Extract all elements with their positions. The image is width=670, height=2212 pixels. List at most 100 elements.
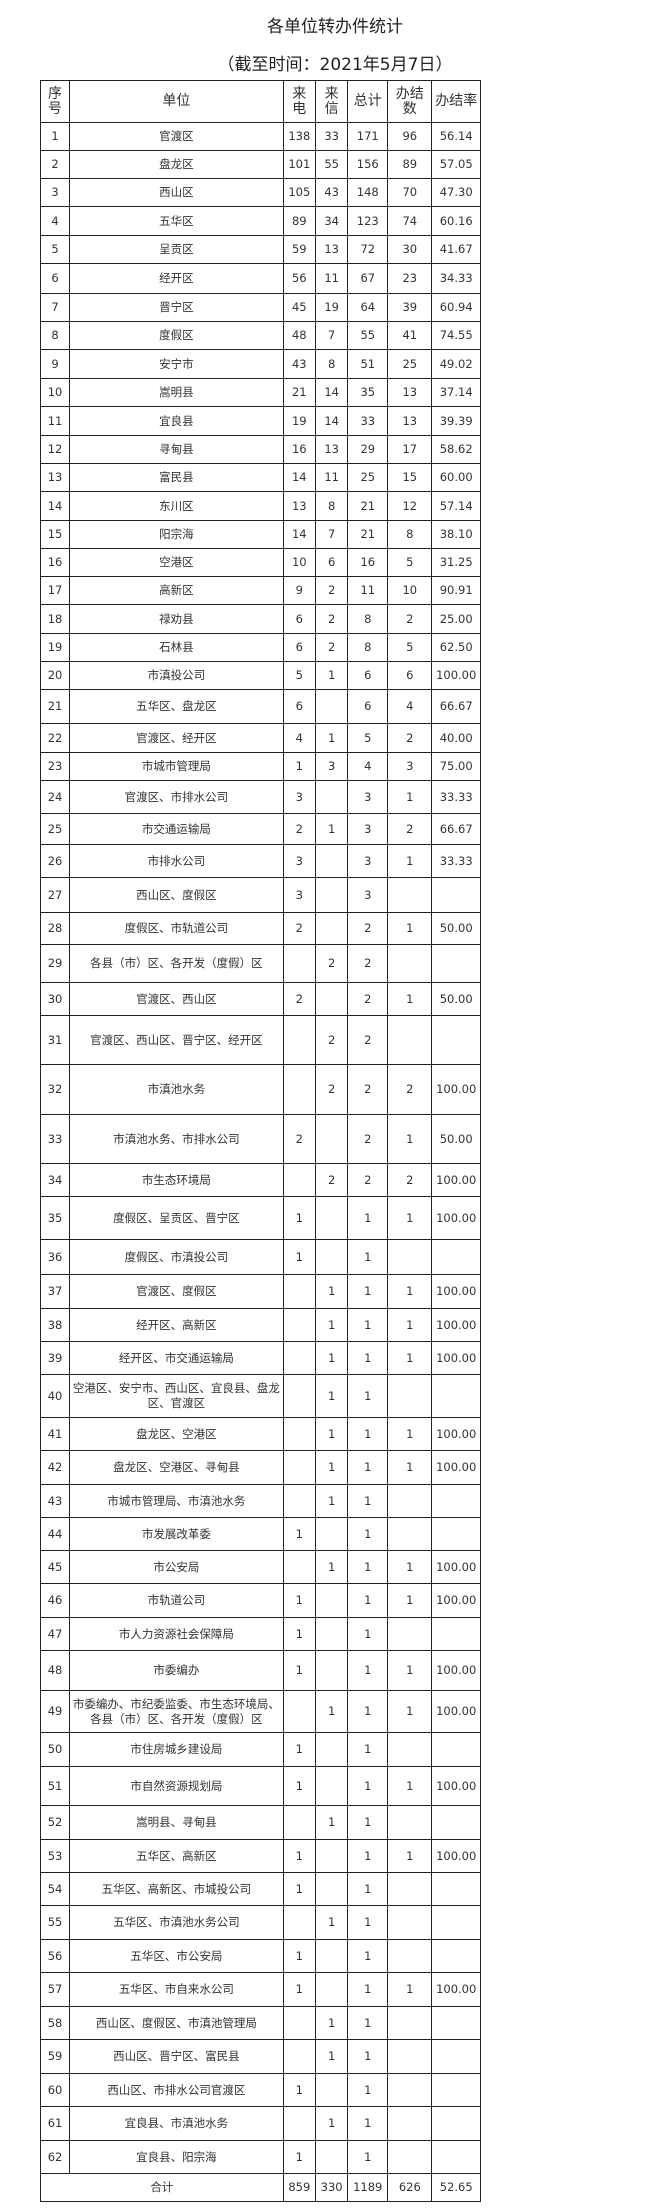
cell-calls xyxy=(282,2006,316,2040)
cell-index: 16 xyxy=(39,548,71,577)
cell-letters: 3 xyxy=(314,752,349,781)
cell-unit: 市轨道公司 xyxy=(69,1583,284,1618)
header-calls: 来电 xyxy=(282,80,316,123)
cell-completed: 1 xyxy=(387,1650,433,1691)
cell-completed xyxy=(387,1732,433,1767)
cell-completed: 17 xyxy=(387,435,433,464)
cell-index: 48 xyxy=(39,1650,71,1691)
cell-total: 25 xyxy=(347,463,389,492)
cell-index: 6 xyxy=(39,263,71,294)
cell-completed: 1 xyxy=(387,1196,433,1240)
table-row: 53 五华区、高新区 1 1 1 100.00 xyxy=(39,1839,481,1873)
cell-total: 33 xyxy=(347,406,389,436)
cell-total: 3 xyxy=(347,877,389,913)
cell-unit: 市委编办 xyxy=(69,1650,284,1691)
cell-completed: 8 xyxy=(387,520,433,549)
table-row: 52 嵩明县、寻甸县 1 1 xyxy=(39,1805,481,1840)
cell-completion-rate: 66.67 xyxy=(431,813,481,845)
cell-calls: 16 xyxy=(282,435,316,464)
cell-calls: 1 xyxy=(282,1872,316,1906)
cell-total: 148 xyxy=(347,178,389,207)
cell-total: 1 xyxy=(347,1196,389,1240)
cell-unit: 五华区、高新区 xyxy=(69,1839,284,1873)
cell-calls: 101 xyxy=(282,150,316,179)
table-row: 58 西山区、度假区、市滇池管理局 1 1 xyxy=(39,2006,481,2040)
cell-letters xyxy=(314,877,349,913)
cell-letters: 1 xyxy=(314,1690,349,1733)
cell-completed: 74 xyxy=(387,206,433,236)
cell-calls: 1 xyxy=(282,1517,316,1551)
cell-letters: 34 xyxy=(314,206,349,236)
cell-total: 1 xyxy=(347,1374,389,1418)
cell-completed xyxy=(387,2006,433,2040)
cell-index: 34 xyxy=(39,1163,71,1197)
cell-unit: 市人力资源社会保障局 xyxy=(69,1617,284,1651)
cell-index: 29 xyxy=(39,944,71,983)
cell-index: 2 xyxy=(39,150,71,179)
cell-unit: 市交通运输局 xyxy=(69,813,284,845)
table-row: 10 嵩明县 21 14 35 13 37.14 xyxy=(39,378,481,407)
table-row: 2 盘龙区 101 55 156 89 57.05 xyxy=(39,150,481,179)
cell-letters xyxy=(314,1239,349,1275)
cell-index: 32 xyxy=(39,1064,71,1115)
cell-unit: 五华区、市滇池水务公司 xyxy=(69,1905,284,1940)
cell-index: 52 xyxy=(39,1805,71,1840)
cell-letters xyxy=(314,1517,349,1551)
cell-completion-rate xyxy=(431,2039,481,2074)
cell-total: 1 xyxy=(347,1732,389,1767)
cell-unit: 晋宁区 xyxy=(69,293,284,322)
cell-calls xyxy=(282,1274,316,1309)
cell-calls: 89 xyxy=(282,206,316,236)
table-row: 7 晋宁区 45 19 64 39 60.94 xyxy=(39,293,481,322)
cell-total: 4 xyxy=(347,752,389,781)
cell-letters: 1 xyxy=(314,1550,349,1584)
cell-completion-rate: 100.00 xyxy=(431,1550,481,1584)
cell-unit: 经开区、高新区 xyxy=(69,1308,284,1342)
cell-unit: 市委编办、市纪委监委、市生态环境局、各县（市）区、各开发（度假）区 xyxy=(69,1690,284,1733)
cell-total: 3 xyxy=(347,844,389,878)
table-row: 46 市轨道公司 1 1 1 100.00 xyxy=(39,1583,481,1618)
cell-unit: 嵩明县、寻甸县 xyxy=(69,1805,284,1840)
table-row: 11 宜良县 19 14 33 13 39.39 xyxy=(39,406,481,436)
cell-total: 16 xyxy=(347,548,389,577)
cell-completed: 25 xyxy=(387,349,433,379)
cell-completion-rate xyxy=(431,1872,481,1906)
cell-completion-rate: 66.67 xyxy=(431,689,481,724)
cell-total: 1 xyxy=(347,2073,389,2107)
cell-index: 25 xyxy=(39,813,71,845)
cell-unit: 市排水公司 xyxy=(69,844,284,878)
cell-calls: 138 xyxy=(282,122,316,151)
cell-unit: 五华区、高新区、市城投公司 xyxy=(69,1872,284,1906)
cell-calls: 56 xyxy=(282,263,316,294)
cell-letters: 1 xyxy=(314,2006,349,2040)
cell-unit: 经开区、市交通运输局 xyxy=(69,1341,284,1375)
cell-total: 8 xyxy=(347,633,389,662)
cell-letters: 2 xyxy=(314,604,349,634)
cell-letters: 1 xyxy=(314,2106,349,2141)
cell-total: 123 xyxy=(347,206,389,236)
cell-letters xyxy=(314,844,349,878)
cell-unit: 五华区、市公安局 xyxy=(69,1939,284,1973)
cell-completed: 1 xyxy=(387,1114,433,1164)
cell-calls: 48 xyxy=(282,321,316,350)
table-row: 12 寻甸县 16 13 29 17 58.62 xyxy=(39,435,481,464)
cell-unit: 市城市管理局、市滇池水务 xyxy=(69,1484,284,1518)
cell-letters xyxy=(314,1732,349,1767)
cell-letters: 33 xyxy=(314,122,349,151)
cell-calls: 6 xyxy=(282,689,316,724)
cell-completion-rate: 57.14 xyxy=(431,491,481,521)
cell-completion-rate: 100.00 xyxy=(431,661,481,690)
cell-total: 1 xyxy=(347,2140,389,2174)
cell-calls: 1 xyxy=(282,1583,316,1618)
cell-unit: 市自然资源规划局 xyxy=(69,1766,284,1806)
table-row: 17 高新区 9 2 11 10 90.91 xyxy=(39,576,481,605)
cell-unit: 市公安局 xyxy=(69,1550,284,1584)
cell-letters: 2 xyxy=(314,1015,349,1065)
cell-total: 1 xyxy=(347,1905,389,1940)
cell-completed: 1 xyxy=(387,1550,433,1584)
cell-calls xyxy=(282,944,316,983)
cell-total: 21 xyxy=(347,491,389,521)
cell-index: 51 xyxy=(39,1766,71,1806)
cell-index: 1 xyxy=(39,122,71,151)
cell-calls: 1 xyxy=(282,1650,316,1691)
